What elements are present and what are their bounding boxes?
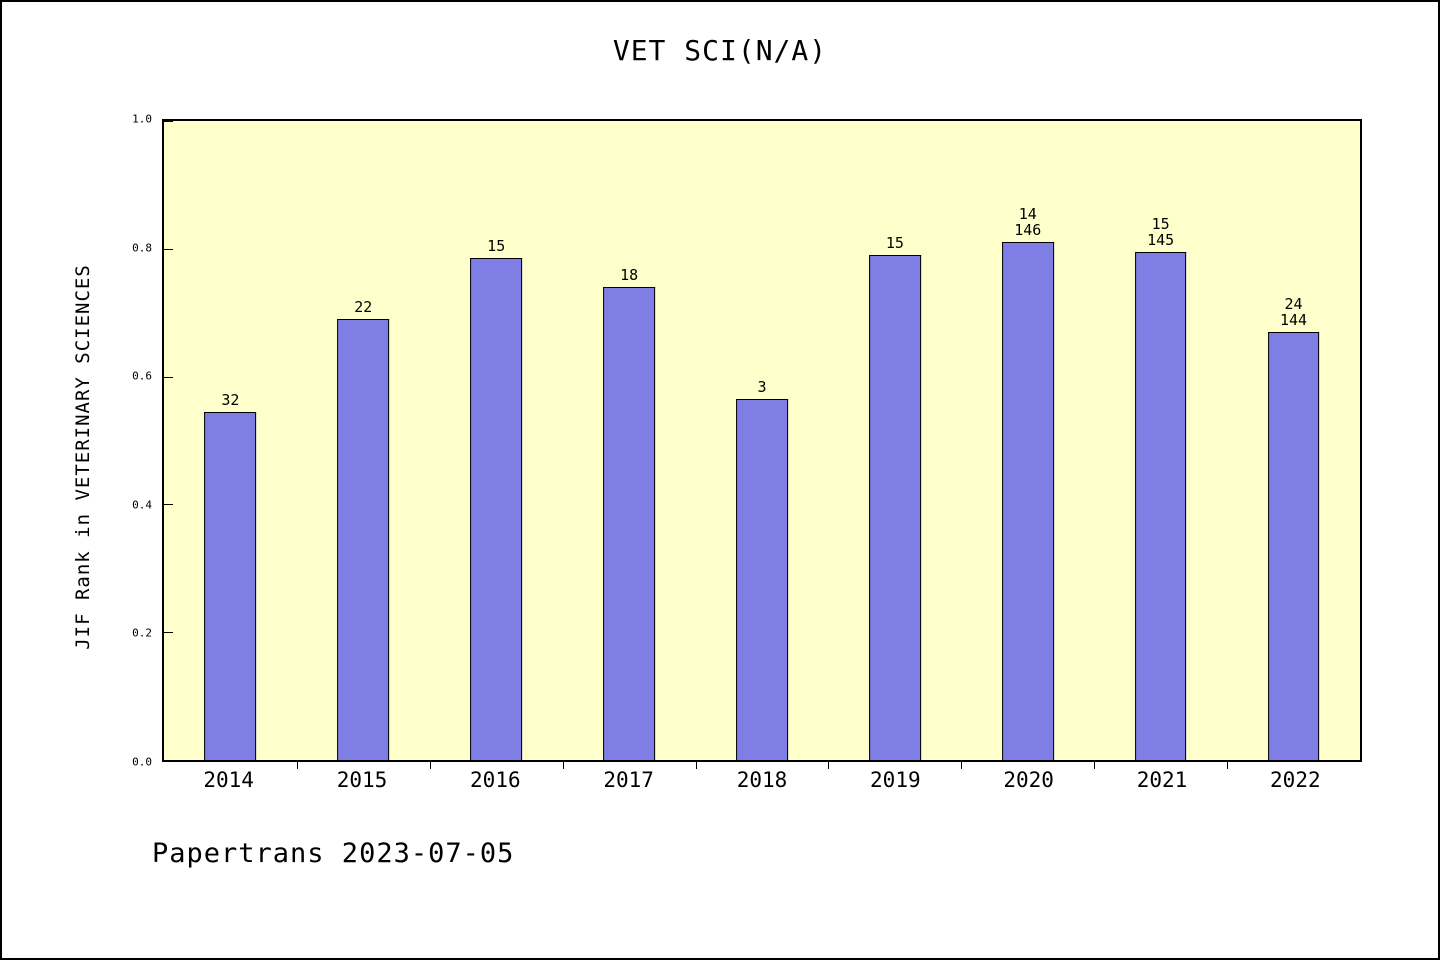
x-tick-label-2022: 2022 (1270, 768, 1321, 792)
y-tick-label-0.4: 0.4 (132, 498, 152, 512)
x-axis-tick (828, 762, 830, 769)
bar-value-label-2015: 22 (297, 299, 430, 315)
bar-slot-2020: 14 146 (961, 121, 1094, 760)
bar-value-label-2018: 3 (696, 379, 829, 395)
x-tick-label-2021: 2021 (1136, 768, 1188, 792)
x-tick-label-2015: 2015 (336, 768, 388, 792)
x-axis-tick (562, 762, 564, 769)
bar-value-label-2022: 24 144 (1227, 296, 1360, 328)
y-axis-ticks: 0.0 0.2 0.4 0.6 0.8 1.0 (2, 113, 152, 769)
bar-2015 (337, 319, 390, 760)
y-tick-label-0.0: 0.0 (132, 755, 152, 769)
bar-value-line: 15 (885, 234, 904, 253)
bar-value-line: 146 (1014, 221, 1042, 240)
chart-title: VET SCI(N/A) (612, 34, 828, 67)
x-axis-tick (296, 762, 298, 769)
x-tick-label-2014: 2014 (203, 768, 254, 792)
y-axis-tick (164, 632, 173, 634)
y-tick-label-0.2: 0.2 (132, 626, 152, 640)
x-axis-tick (695, 762, 697, 769)
bar-value-line: 24 (1284, 294, 1303, 313)
plot-area: 32 22 15 18 3 15 14 146 15 145 24 144 (162, 119, 1362, 769)
bar-2018 (736, 398, 788, 760)
x-axis-tick (1227, 762, 1229, 769)
x-axis-tick (429, 762, 431, 769)
bar-value-line: 14 (1018, 205, 1037, 224)
bar-value-label-2017: 18 (563, 267, 696, 283)
bar-2021 (1134, 252, 1187, 760)
bar-value-label-2019: 15 (828, 235, 961, 251)
bar-slot-2017: 18 (563, 121, 696, 760)
bar-slot-2016: 15 (430, 121, 563, 760)
x-tick-label-2018: 2018 (736, 768, 788, 792)
bar-2017 (603, 287, 655, 760)
y-tick-label-0.6: 0.6 (132, 369, 152, 383)
bar-slot-2022: 24 144 (1227, 121, 1360, 760)
y-axis-tick (164, 121, 173, 122)
bar-value-line: 15 (1151, 215, 1170, 233)
x-tick-label-2019: 2019 (870, 768, 921, 792)
y-axis-tick (164, 760, 173, 761)
footer-text: Papertrans 2023-07-05 (152, 838, 515, 869)
x-axis-labels: 2014 2015 2016 2017 2018 2019 2020 2021 2022 (162, 766, 1362, 798)
bar-value-label-2016: 15 (430, 238, 563, 254)
y-tick-label-0.8: 0.8 (132, 241, 152, 255)
bar-slot-2014: 32 (164, 121, 297, 760)
bar-2016 (470, 258, 523, 760)
bar-2020 (1001, 242, 1054, 760)
bar-slot-2019: 15 (828, 121, 961, 760)
y-axis-tick (164, 504, 173, 506)
bar-value-line: 22 (354, 298, 373, 317)
y-axis-tick (164, 248, 173, 250)
bar-2019 (868, 255, 921, 760)
bar-slot-2018: 3 (696, 121, 829, 760)
x-tick-label-2020: 2020 (1003, 768, 1054, 792)
x-tick-label-2016: 2016 (470, 768, 521, 792)
bar-slot-2015: 22 (297, 121, 430, 760)
x-axis-tick (961, 762, 963, 769)
bar-2014 (204, 411, 257, 760)
bar-value-line: 15 (487, 237, 506, 256)
bar-value-label-2020: 14 146 (961, 206, 1094, 238)
y-axis-tick (164, 376, 173, 378)
bar-value-line: 32 (221, 390, 240, 409)
bar-slot-2021: 15 145 (1094, 121, 1227, 760)
bar-2022 (1267, 331, 1320, 760)
bar-value-line: 145 (1147, 231, 1175, 249)
bar-value-line: 144 (1280, 310, 1308, 329)
bar-value-label-2014: 32 (164, 392, 297, 408)
y-tick-label-1.0: 1.0 (132, 112, 152, 126)
bar-value-line: 18 (620, 266, 639, 285)
bar-value-line: 3 (757, 377, 767, 396)
x-axis-tick (1094, 762, 1096, 769)
x-tick-label-2017: 2017 (603, 768, 654, 792)
bar-value-label-2021: 15 145 (1094, 216, 1227, 248)
